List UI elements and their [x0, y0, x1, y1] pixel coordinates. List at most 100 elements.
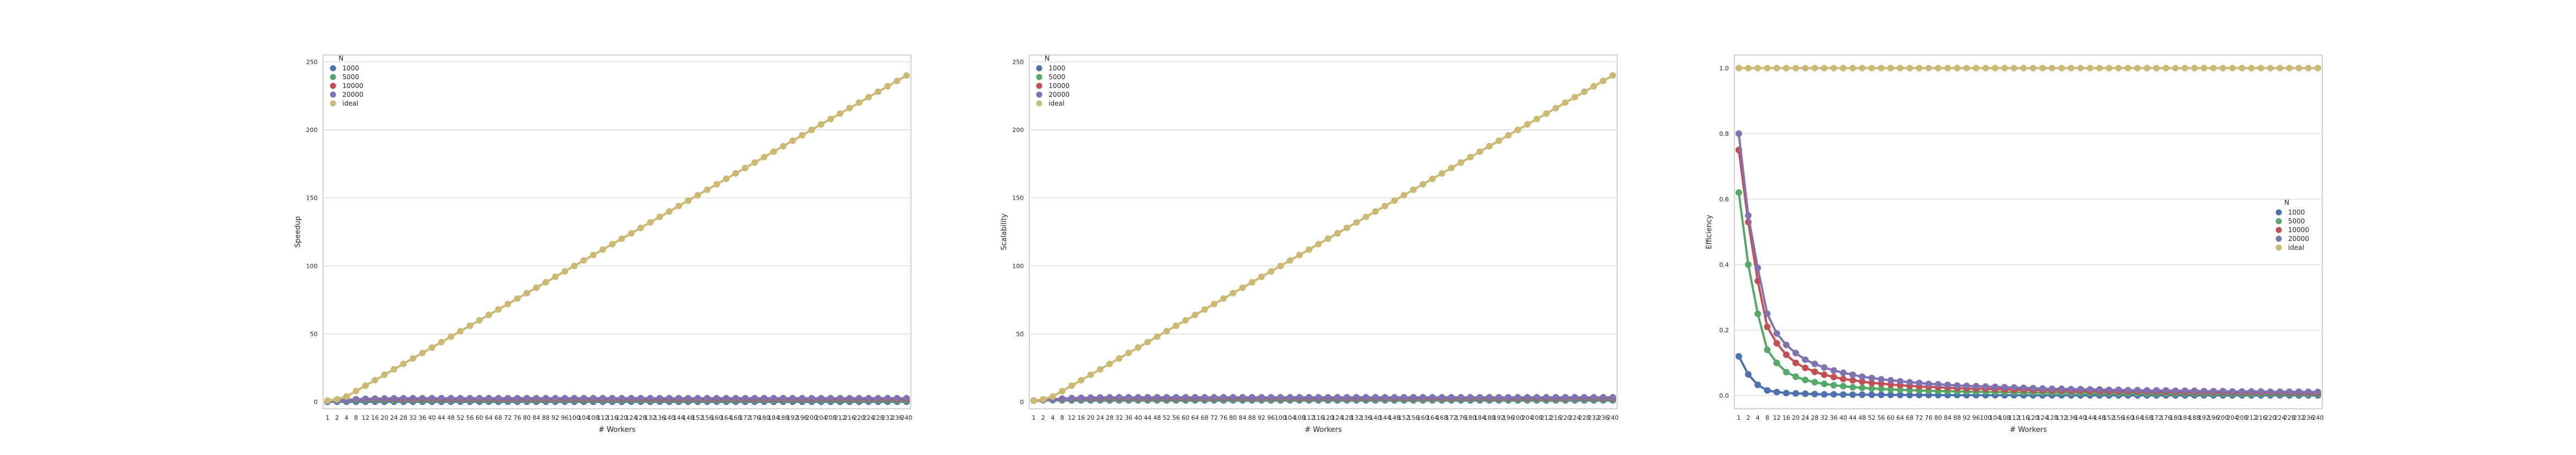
series-ideal: [1030, 72, 1616, 404]
data-point-10000: [1802, 364, 1809, 371]
x-tick-label: 128: [2046, 414, 2058, 421]
data-point-ideal: [770, 148, 777, 155]
data-point-20000: [1324, 394, 1331, 401]
data-point-ideal: [1609, 72, 1616, 79]
x-tick-label: 68: [1200, 414, 1208, 421]
data-point-20000: [571, 394, 578, 402]
y-axis-label: Speedup: [294, 216, 302, 248]
data-point-ideal: [2181, 64, 2188, 72]
data-point-ideal: [1783, 64, 1790, 72]
data-point-ideal: [713, 180, 721, 188]
x-tick-label: 108: [1294, 414, 1305, 421]
data-point-ideal: [1040, 396, 1047, 403]
data-point-20000: [1068, 394, 1075, 402]
data-point-ideal: [533, 284, 540, 291]
x-tick-label: 100: [1275, 414, 1286, 421]
x-tick-label: 1: [1737, 414, 1741, 421]
y-tick-label: 50: [1016, 331, 1024, 338]
x-tick-label: 28: [1106, 414, 1114, 421]
data-point-20000: [656, 394, 663, 402]
data-point-ideal: [1915, 64, 1923, 72]
x-tick-label: 32: [1820, 414, 1828, 421]
x-tick-label: 52: [456, 414, 464, 421]
data-point-ideal: [1868, 64, 1875, 72]
data-point-20000: [514, 394, 521, 402]
data-point-20000: [1239, 394, 1246, 401]
data-point-20000: [372, 395, 379, 402]
data-point-20000: [647, 394, 654, 402]
data-point-ideal: [1248, 279, 1256, 286]
plot-area: [323, 54, 912, 409]
data-point-ideal: [2210, 64, 2217, 72]
data-point-ideal: [1192, 311, 1199, 319]
x-tick-label: 1: [326, 414, 330, 421]
data-point-ideal: [1220, 295, 1227, 302]
y-tick-label: 200: [1012, 127, 1024, 134]
data-point-20000: [542, 394, 549, 402]
data-point-ideal: [1953, 64, 1961, 72]
legend-label-1000: 1000: [2288, 209, 2305, 216]
data-point-ideal: [1792, 64, 1799, 72]
data-point-ideal: [2058, 64, 2065, 72]
x-tick-label: 16: [371, 414, 379, 421]
legend-marker-ideal: [2275, 244, 2282, 251]
data-point-20000: [1438, 394, 1445, 401]
data-point-ideal: [618, 235, 625, 242]
x-tick-label: 88: [1953, 414, 1961, 421]
x-tick-label: 124: [625, 414, 637, 421]
data-point-20000: [1296, 394, 1303, 401]
x-tick-label: 156: [2113, 414, 2124, 421]
data-point-20000: [1859, 373, 1866, 380]
data-point-ideal: [2219, 64, 2226, 72]
data-point-5000: [1897, 386, 1904, 393]
data-point-20000: [2067, 386, 2075, 393]
x-tick-label: 96: [561, 414, 569, 421]
data-point-20000: [561, 394, 569, 402]
data-point-20000: [1764, 310, 1771, 317]
data-point-ideal: [1735, 64, 1742, 72]
data-point-ideal: [751, 159, 758, 166]
data-point-10000: [1811, 368, 1818, 375]
data-point-1000: [1773, 388, 1780, 396]
data-point-ideal: [1429, 176, 1436, 183]
data-point-20000: [1058, 395, 1066, 402]
series-20000: [1735, 130, 2321, 396]
x-tick-label: 48: [1153, 414, 1161, 421]
data-point-ideal: [2267, 64, 2274, 72]
data-point-20000: [1973, 382, 1980, 390]
data-point-20000: [875, 394, 882, 402]
y-tick-label: 0.8: [1720, 130, 1729, 138]
legend-marker-5000: [2275, 218, 2282, 224]
data-point-20000: [580, 394, 587, 402]
data-point-1000: [1745, 371, 1752, 378]
data-point-20000: [2277, 388, 2284, 396]
data-point-1000: [1878, 391, 1885, 398]
data-point-5000: [1735, 189, 1742, 196]
data-point-20000: [1533, 394, 1541, 401]
data-point-20000: [1840, 369, 1847, 376]
x-tick-label: 44: [1849, 414, 1857, 421]
data-point-20000: [2077, 386, 2084, 393]
data-point-ideal: [1925, 64, 1932, 72]
x-tick-label: 104: [1989, 414, 2001, 421]
data-point-10000: [1849, 377, 1856, 384]
data-point-ideal: [2039, 64, 2046, 72]
x-tick-label: 144: [1379, 414, 1391, 421]
data-point-20000: [2001, 383, 2008, 391]
data-point-20000: [2239, 388, 2246, 395]
data-point-20000: [675, 394, 683, 402]
data-point-20000: [2210, 387, 2217, 394]
data-point-ideal: [2153, 64, 2160, 72]
data-point-ideal: [903, 72, 910, 79]
data-point-ideal: [1571, 94, 1579, 101]
data-point-ideal: [1438, 170, 1445, 177]
x-tick-label: 4: [345, 414, 348, 421]
data-point-20000: [1486, 394, 1493, 401]
x-tick-label: 112: [597, 414, 609, 421]
x-tick-label: 120: [1322, 414, 1334, 421]
data-point-ideal: [846, 105, 853, 112]
data-point-5000: [1887, 386, 1894, 393]
x-tick-label: 140: [1369, 414, 1381, 421]
